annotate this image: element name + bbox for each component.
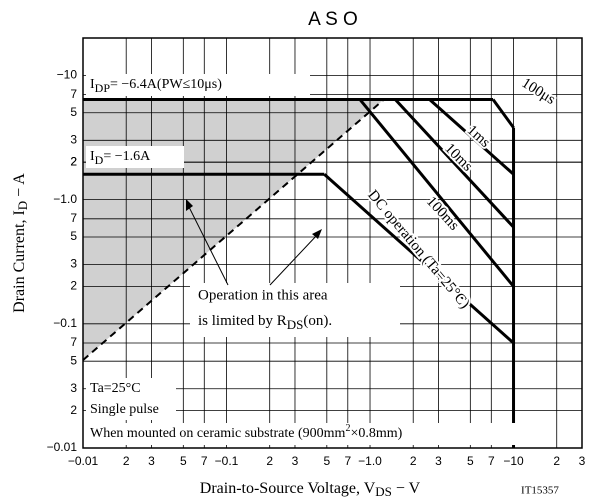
x-tick-label: 2 [266, 454, 273, 468]
y-tick-label: −10 [57, 68, 78, 82]
y-tick-label: 5 [70, 353, 77, 367]
series-label: 100μs [519, 75, 558, 108]
figure-code: IT15357 [521, 485, 559, 497]
x-tick-label: −1.0 [358, 454, 382, 468]
y-axis-label: Drain Current, ID − A [11, 173, 30, 313]
x-tick-label: −0.1 [215, 454, 239, 468]
x-tick-label: 3 [579, 454, 586, 468]
y-tick-label: 3 [70, 133, 77, 147]
series-line [323, 173, 515, 345]
x-axis-label: Drain-to-Source Voltage, VDS − V [200, 480, 421, 499]
x-tick-label: 2 [123, 454, 130, 468]
series-label: 1ms [464, 122, 493, 151]
label-box [86, 378, 176, 420]
arrow-head [186, 199, 193, 211]
label-box [86, 146, 184, 168]
x-tick-label: 5 [467, 454, 474, 468]
plot-frame [82, 37, 583, 449]
x-tick-label: 7 [344, 454, 351, 468]
x-tick-label: 7 [488, 454, 495, 468]
series-line [358, 98, 515, 288]
x-tick-label: 2 [410, 454, 417, 468]
annotation: is limited by RDS(on). [198, 313, 332, 332]
overlay: IDP= −6.4A(PW≤10μs) ID= −1.6A Operation … [86, 74, 516, 445]
x-tick-label: 5 [323, 454, 330, 468]
chart-title: A S O [308, 9, 358, 30]
arrow [187, 204, 229, 286]
series-line [428, 98, 515, 176]
y-tick-label: −0.1 [53, 316, 77, 330]
label-box [190, 283, 400, 337]
annotation: When mounted on ceramic substrate (900mm… [90, 423, 403, 441]
label-box [86, 74, 310, 96]
x-tick-label: 7 [201, 454, 208, 468]
series-line [82, 98, 385, 361]
annotation: Single pulse [90, 402, 159, 417]
series-line [394, 98, 515, 229]
y-tick-label: 3 [70, 381, 77, 395]
y-tick-label: 5 [70, 229, 77, 243]
arrow [269, 233, 319, 286]
y-tick-label: 7 [70, 211, 77, 225]
y-tick-label: 2 [70, 279, 77, 293]
y-tick-label: 7 [70, 335, 77, 349]
x-tick-label: −0.01 [68, 454, 99, 468]
series-line [491, 98, 515, 129]
x-tick-label: 3 [292, 454, 299, 468]
x-tick-label: 3 [148, 454, 155, 468]
y-tick-label: −1.0 [53, 192, 77, 206]
x-tick-label: 3 [435, 454, 442, 468]
y-tick-label: 3 [70, 257, 77, 271]
annotation: Ta=25°C [90, 381, 141, 396]
annotation: Operation in this area [198, 287, 328, 303]
annotation: ID= −1.6A [90, 149, 151, 167]
y-tick-label: 7 [70, 87, 77, 101]
y-tick-label: −0.01 [47, 440, 78, 454]
y-tick-label: 2 [70, 154, 77, 168]
x-tick-label: 2 [553, 454, 560, 468]
y-tick-label: 5 [70, 105, 77, 119]
y-tick-label: 2 [70, 154, 77, 168]
y-tick-label: 2 [70, 403, 77, 417]
annotation: IDP= −6.4A(PW≤10μs) [90, 77, 222, 95]
arrow-head [312, 229, 322, 239]
x-tick-label: −10 [503, 454, 524, 468]
x-tick-label: 5 [180, 454, 187, 468]
label-box [86, 423, 516, 445]
